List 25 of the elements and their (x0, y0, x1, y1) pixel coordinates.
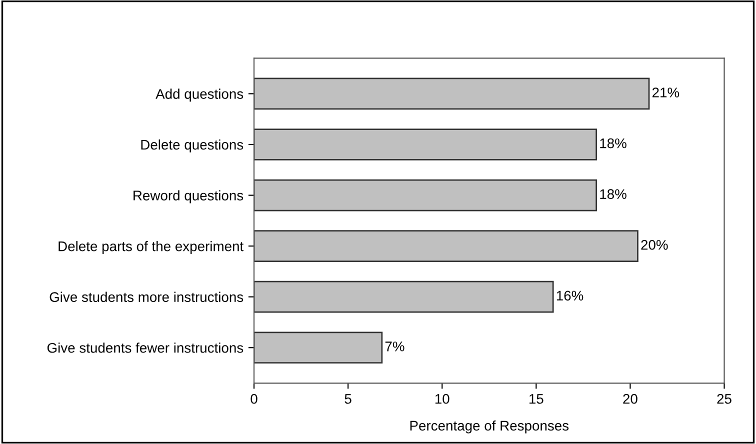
bar (254, 230, 638, 262)
data-label: 18% (600, 138, 626, 148)
x-tick-label: 5 (344, 394, 352, 404)
bar (254, 179, 598, 212)
data-label: 16% (556, 290, 584, 301)
y-tick-label: Add questions (156, 88, 244, 102)
bar (254, 332, 383, 364)
x-tick-label: 0 (250, 394, 258, 404)
x-tick-label: 20 (623, 394, 638, 404)
y-tick-label: Give students fewer instructions (47, 342, 244, 353)
bar (254, 128, 598, 160)
y-tick-label: Give students more instructions (50, 292, 244, 302)
data-label: 21% (652, 88, 680, 98)
bar (254, 280, 554, 313)
data-label: 7% (385, 342, 404, 352)
bar (254, 78, 650, 110)
data-label: 18% (600, 189, 626, 200)
y-tick-label: Delete parts of the experiment (58, 241, 244, 254)
y-tick-label: Delete questions (141, 139, 244, 152)
x-axis-title: Percentage of Responses (410, 420, 569, 434)
x-tick-label: 15 (529, 394, 544, 404)
y-tick-label: Reword questions (134, 190, 244, 204)
x-tick-label: 10 (435, 394, 450, 404)
x-tick-label: 25 (717, 394, 732, 404)
data-label: 20% (641, 240, 668, 250)
